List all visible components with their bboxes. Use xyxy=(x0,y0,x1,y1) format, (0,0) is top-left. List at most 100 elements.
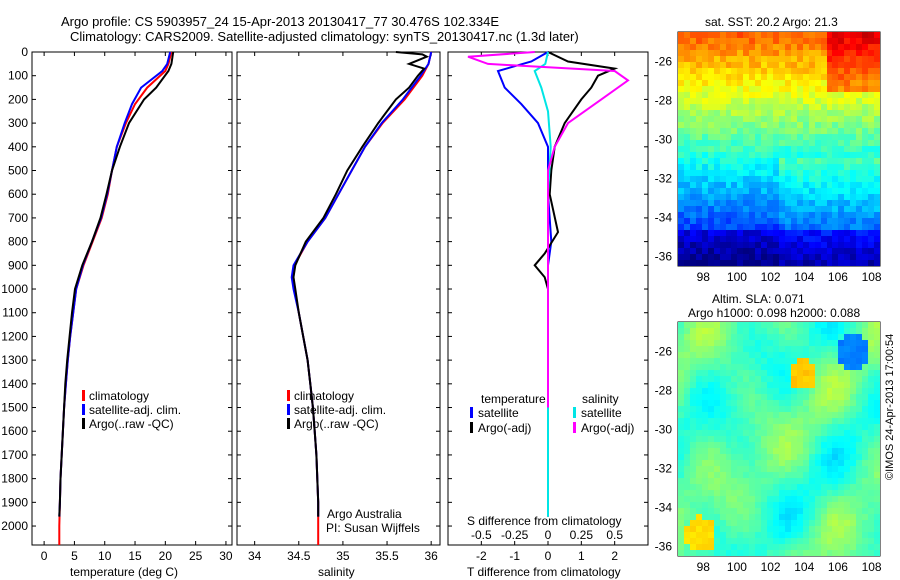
map-cell xyxy=(826,502,834,509)
map-cell xyxy=(725,110,733,117)
map-cell xyxy=(678,32,685,39)
map-cell xyxy=(707,352,715,359)
map-cell xyxy=(820,260,828,266)
map-x-tick-label: 104 xyxy=(794,270,814,284)
map-cell xyxy=(689,430,697,437)
map-cell xyxy=(731,544,738,551)
map-cell xyxy=(862,164,869,171)
map-cell xyxy=(779,526,786,533)
map-cell xyxy=(761,472,768,479)
map-cell xyxy=(731,424,738,431)
map-cell xyxy=(779,200,786,207)
map-cell xyxy=(767,502,774,509)
map-cell xyxy=(767,490,774,497)
map-cell xyxy=(862,388,869,395)
map-cell xyxy=(779,442,786,449)
map-cell xyxy=(826,412,834,419)
map-cell xyxy=(773,478,780,485)
map-cell xyxy=(856,134,863,141)
map-cell xyxy=(725,478,733,485)
map-cell xyxy=(678,242,685,249)
map-cell xyxy=(784,514,792,521)
map-cell xyxy=(767,376,774,383)
map-cell xyxy=(790,212,798,219)
map-cell xyxy=(868,188,875,195)
map-cell xyxy=(737,328,744,335)
x-tick-label: 5 xyxy=(71,549,78,563)
map-cell xyxy=(701,176,709,183)
map-cell xyxy=(749,514,756,521)
map-cell xyxy=(719,394,727,401)
map-cell xyxy=(779,544,786,551)
map-cell xyxy=(749,484,756,491)
map-cell xyxy=(790,478,798,485)
map-cell xyxy=(850,484,857,491)
map-cell xyxy=(814,328,822,335)
map-cell xyxy=(832,110,839,117)
map-cell xyxy=(790,340,798,347)
map-cell xyxy=(826,80,834,87)
map-cell xyxy=(731,74,738,81)
map-cell xyxy=(779,520,786,527)
map-cell xyxy=(767,236,774,243)
map-cell xyxy=(790,242,798,249)
map-cell xyxy=(678,394,685,401)
map-cell xyxy=(761,170,768,177)
map-cell xyxy=(802,490,810,497)
map-cell xyxy=(689,514,697,521)
map-cell xyxy=(874,382,880,389)
map-cell xyxy=(695,146,703,153)
map-cell xyxy=(784,322,792,329)
x-tick-label: 15 xyxy=(128,549,142,563)
map-cell xyxy=(838,364,845,371)
map-cell xyxy=(767,62,774,69)
map-cell xyxy=(725,182,733,189)
map-cell xyxy=(850,370,857,377)
map-cell xyxy=(850,544,857,551)
map-cell xyxy=(856,104,863,111)
map-cell xyxy=(767,322,774,329)
map-cell xyxy=(784,448,792,455)
map-cell xyxy=(868,376,875,383)
map-cell xyxy=(725,448,733,455)
map-cell xyxy=(755,460,762,467)
map-cell xyxy=(713,248,721,255)
map-cell xyxy=(707,206,715,213)
map-cell xyxy=(689,364,697,371)
map-cell xyxy=(808,104,816,111)
map-cell xyxy=(689,140,697,147)
map-cell xyxy=(874,520,880,527)
map-cell xyxy=(844,80,851,87)
map-cell xyxy=(737,478,744,485)
map-cell xyxy=(713,116,721,123)
map-cell xyxy=(683,502,691,509)
map-cell xyxy=(856,50,863,57)
map-cell xyxy=(856,158,863,165)
map-cell xyxy=(844,340,851,347)
map-cell xyxy=(832,146,839,153)
map-cell xyxy=(773,74,780,81)
map-cell xyxy=(695,230,703,237)
map-cell xyxy=(707,382,715,389)
map-cell xyxy=(731,146,738,153)
map-cell xyxy=(701,212,709,219)
map-cell xyxy=(719,352,727,359)
map-cell xyxy=(689,352,697,359)
map-cell xyxy=(868,364,875,371)
map-cell xyxy=(683,86,691,93)
map-cell xyxy=(832,260,839,266)
map-cell xyxy=(779,248,786,255)
map-cell xyxy=(874,460,880,467)
map-cell xyxy=(707,418,715,425)
map-y-tick-label: -28 xyxy=(655,93,673,107)
map-cell xyxy=(844,194,851,201)
map-cell xyxy=(856,478,863,485)
map-cell xyxy=(796,140,804,147)
map-cell xyxy=(779,484,786,491)
map-cell xyxy=(737,56,744,63)
map-cell xyxy=(743,92,750,99)
map-cell xyxy=(868,424,875,431)
map-cell xyxy=(731,466,738,473)
map-cell xyxy=(689,170,697,177)
map-cell xyxy=(761,370,768,377)
